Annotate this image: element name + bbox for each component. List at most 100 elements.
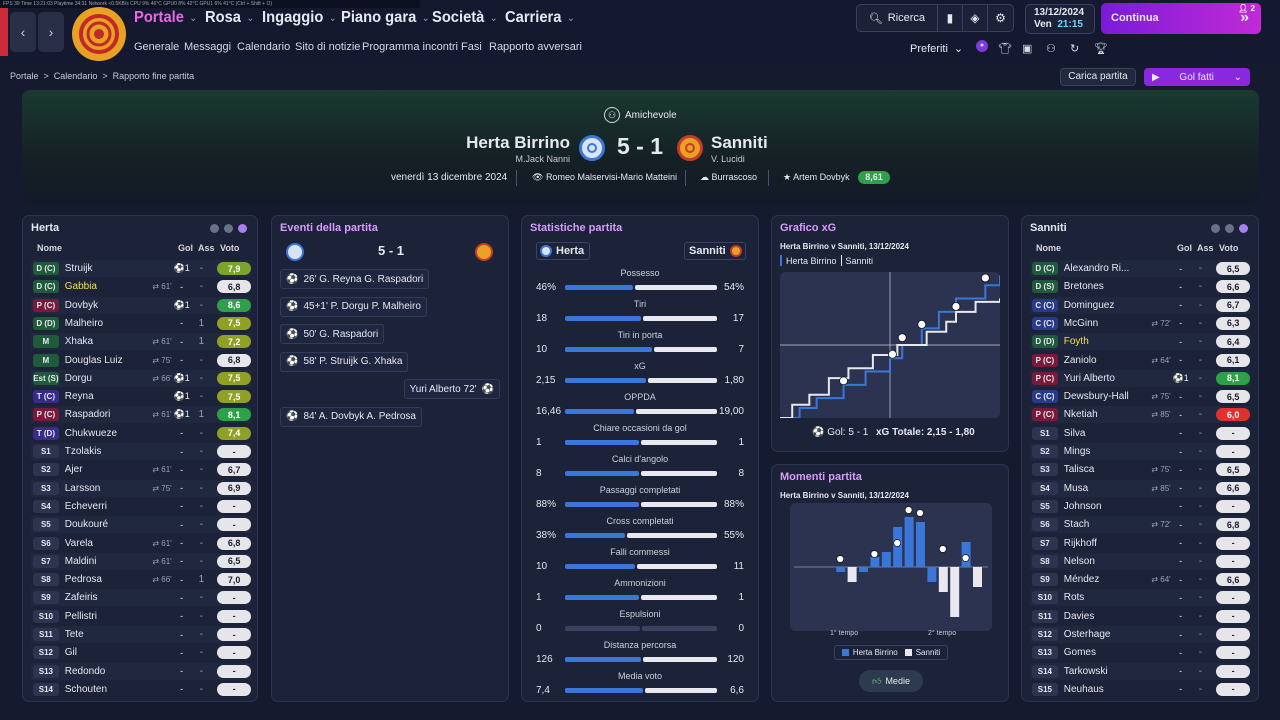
back-button[interactable]: ‹	[10, 12, 36, 52]
player-name[interactable]: Zaniolo	[1063, 354, 1097, 366]
search-button[interactable]: 🔍︎ Ricerca	[857, 5, 938, 31]
settings-button[interactable]: ⚙	[988, 5, 1013, 31]
player-row[interactable]: P (C) Raspadori ⇄ 61' ⚽1 1 8,1	[31, 406, 251, 424]
nav-piano-gara[interactable]: Piano gara ⌄	[341, 7, 430, 29]
player-name[interactable]: Silva	[1063, 427, 1086, 439]
forward-button[interactable]: ›	[38, 12, 64, 52]
goals-dropdown[interactable]: ▶ Gol fatti ⌄	[1144, 68, 1250, 86]
player-name[interactable]: Tarkowski	[1063, 665, 1108, 677]
player-name[interactable]: Musa	[1063, 482, 1089, 494]
col-voto[interactable]: Voto	[1219, 243, 1239, 253]
panel-pager[interactable]	[1211, 224, 1248, 233]
player-name[interactable]: McGinn	[1063, 317, 1099, 329]
subnav-sito-notizie[interactable]: Sito di notizie	[295, 41, 361, 53]
goal-event[interactable]: ⚽ 84' A. Dovbyk A. Pedrosa	[280, 406, 422, 427]
player-name[interactable]: Schouten	[64, 683, 108, 695]
player-row[interactable]: S1 Silva - - -	[1030, 425, 1250, 442]
pager-dot-active[interactable]	[238, 224, 247, 233]
player-row[interactable]: S14 Schouten - - -	[31, 681, 251, 698]
player-name[interactable]: Chukwueze	[64, 427, 118, 439]
player-name[interactable]: Struijk	[64, 263, 93, 274]
player-name[interactable]: Ajer	[64, 464, 83, 476]
player-row[interactable]: S7 Maldini ⇄ 61' - -6,5	[31, 552, 251, 570]
player-name[interactable]: Douglas Luiz	[64, 354, 123, 366]
player-name[interactable]: Redondo	[64, 665, 106, 677]
player-name[interactable]: Gil	[64, 647, 77, 659]
panel-pager[interactable]	[210, 224, 247, 233]
player-row[interactable]: S11 Davies - - -	[1030, 608, 1250, 625]
goal-event[interactable]: ⚽ 45+1' P. Dorgu P. Malheiro	[280, 296, 427, 317]
player-row[interactable]: S12 Gil - - -	[31, 644, 251, 661]
favourites-menu[interactable]: Preferiti ⌄	[910, 42, 963, 56]
player-row[interactable]: S10 Rots - - -	[1030, 589, 1250, 607]
shirt-icon[interactable]: 👕︎	[998, 43, 1012, 55]
player-row[interactable]: D (S) Bretones - - 6,6	[1030, 278, 1250, 295]
player-name[interactable]: Davies	[1063, 610, 1095, 622]
player-row[interactable]: D (D) Malheiro - 1 7,5	[31, 315, 251, 332]
player-row[interactable]: T (D) Chukwueze - - 7,4	[31, 425, 251, 442]
goal-event[interactable]: ⚽ 58' P. Struijk G. Xhaka	[280, 351, 409, 372]
continue-button[interactable]: Continua 👤︎ 2 »	[1101, 3, 1261, 34]
player-name[interactable]: Alexandro Ri...	[1063, 263, 1130, 274]
load-match-button[interactable]: Carica partita	[1060, 68, 1136, 86]
player-row[interactable]: D (C) Struijk ⚽1- 7,9	[31, 260, 251, 277]
refresh-icon[interactable]: ↻	[1070, 43, 1080, 55]
player-row[interactable]: S11 Tete - - -	[31, 626, 251, 643]
people-icon[interactable]: ⚇	[1046, 43, 1056, 55]
col-gol[interactable]: Gol	[1177, 243, 1192, 253]
col-name[interactable]: Nome	[37, 243, 63, 253]
player-name[interactable]: Osterhage	[1063, 629, 1111, 640]
player-name[interactable]: Varela	[64, 537, 93, 549]
player-name[interactable]: Dewsbury-Hall	[1063, 391, 1129, 403]
away-team-name[interactable]: Sanniti	[711, 133, 768, 152]
player-name[interactable]: Maldini	[64, 555, 97, 567]
player-name[interactable]: Méndez	[1063, 574, 1100, 586]
player-name[interactable]: Stach	[1063, 519, 1090, 531]
notification-icon[interactable]: ●	[976, 40, 988, 52]
home-team-name[interactable]: Herta Birrino	[466, 133, 570, 152]
subnav-messaggi[interactable]: Messaggi	[184, 41, 232, 53]
player-row[interactable]: S4 Musa ⇄ 85' - -6,6	[1030, 479, 1250, 497]
player-name[interactable]: Neuhaus	[1063, 683, 1104, 695]
player-row[interactable]: S3 Larsson ⇄ 75' - -6,9	[31, 479, 251, 497]
player-name[interactable]: Nketiah	[1063, 409, 1098, 421]
player-row[interactable]: S15 Neuhaus - - -	[1030, 681, 1250, 698]
col-gol[interactable]: Gol	[178, 243, 193, 253]
player-name[interactable]: Talisca	[1063, 464, 1095, 476]
col-ass[interactable]: Ass	[198, 243, 215, 253]
player-row[interactable]: S9 Zafeiris - - -	[31, 589, 251, 607]
subnav-rapporto-avversari[interactable]: Rapporto avversari	[489, 41, 582, 53]
player-row[interactable]: S12 Osterhage - - -	[1030, 626, 1250, 643]
player-name[interactable]: Gabbia	[64, 281, 97, 293]
goal-event[interactable]: ⚽ 50' G. Raspadori	[280, 324, 385, 344]
player-row[interactable]: S5 Doukouré - - -	[31, 516, 251, 534]
trophy-icon[interactable]: 🏆︎	[1094, 43, 1108, 55]
pager-dot[interactable]	[224, 224, 233, 233]
pager-dot[interactable]	[1225, 224, 1234, 233]
breadcrumb-portale[interactable]: Portale	[10, 71, 39, 81]
player-row[interactable]: M Xhaka ⇄ 61' - 1 7,2	[31, 333, 251, 351]
player-row[interactable]: S1 Tzolakis - - -	[31, 443, 251, 460]
player-name[interactable]: Dovbyk	[64, 299, 99, 311]
player-row[interactable]: S3 Talisca ⇄ 75' - -6,5	[1030, 461, 1250, 478]
nav-societa[interactable]: Società ⌄	[432, 7, 498, 29]
player-row[interactable]: D (C) Alexandro Ri... - - 6,5	[1030, 260, 1250, 277]
player-name[interactable]: Yuri Alberto	[1063, 372, 1115, 384]
player-name[interactable]: Dorgu	[64, 372, 92, 384]
col-name[interactable]: Nome	[1036, 243, 1062, 253]
nav-carriera[interactable]: Carriera ⌄	[505, 7, 575, 29]
player-name[interactable]: Foyth	[1063, 336, 1089, 348]
player-name[interactable]: Bretones	[1063, 281, 1104, 293]
pager-dot-active[interactable]	[1239, 224, 1248, 233]
player-name[interactable]: Gomes	[1063, 647, 1096, 659]
player-row[interactable]: S8 Pedrosa ⇄ 66' - 1 7,0	[31, 571, 251, 588]
player-row[interactable]: S4 Echeverri - - -	[31, 498, 251, 515]
player-row[interactable]: T (C) Reyna ⚽1- 7,5	[31, 388, 251, 405]
card-icon[interactable]: ▣	[1022, 43, 1033, 55]
player-row[interactable]: P (C) Zaniolo ⇄ 64' - -6,1	[1030, 352, 1250, 369]
player-row[interactable]: P (C) Yuri Alberto ⚽1- 8,1	[1030, 369, 1250, 387]
player-row[interactable]: P (C) Dovbyk ⚽1- 8,6	[31, 296, 251, 314]
goal-event[interactable]: Yuri Alberto 72' ⚽	[403, 379, 500, 399]
player-row[interactable]: S6 Stach ⇄ 72' - -6,8	[1030, 516, 1250, 534]
subnav-programma[interactable]: Programma incontri	[362, 41, 458, 53]
